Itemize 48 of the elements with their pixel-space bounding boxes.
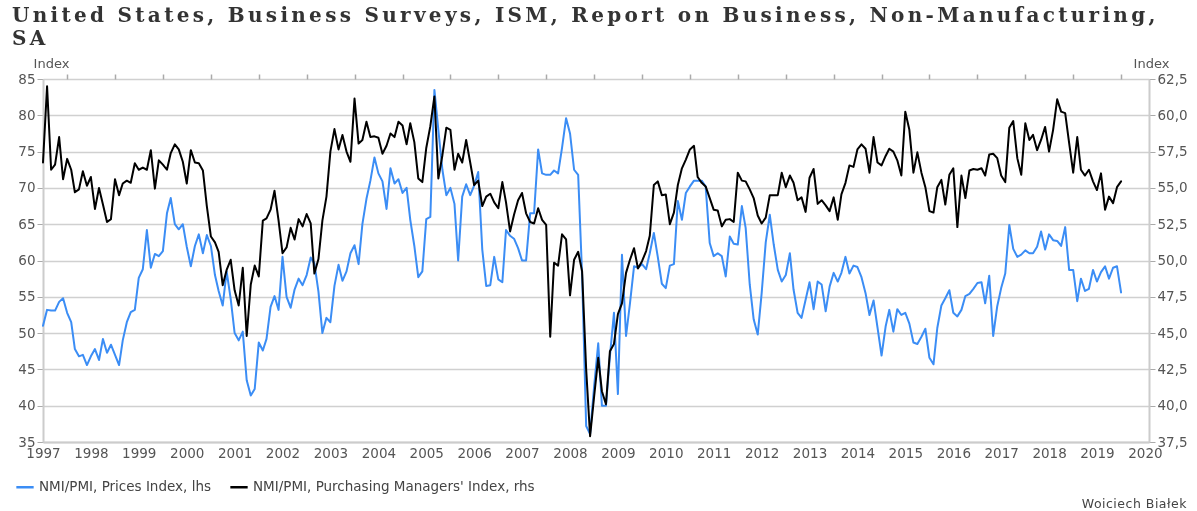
y2-tick-label: 62,5 — [1157, 70, 1188, 87]
y2-tick-label: 40,0 — [1157, 397, 1188, 414]
x-tick-label: 2000 — [170, 444, 205, 461]
x-tick-label: 2006 — [457, 444, 492, 461]
x-tick-label: 1998 — [74, 444, 109, 461]
y-tick-label: 60 — [18, 252, 36, 268]
x-tick-label: 2009 — [601, 444, 636, 461]
x-tick-label: 2002 — [265, 444, 301, 461]
legend-label: NMI/PMI, Prices Index, lhs — [39, 478, 211, 495]
x-tick-label: 2018 — [1032, 444, 1067, 461]
x-tick-label: 2017 — [984, 444, 1019, 461]
x-tick-label: 2005 — [409, 444, 444, 461]
y-tick-label: 85 — [18, 70, 36, 87]
y2-tick-label: 42,5 — [1157, 360, 1188, 377]
y-tick-label: 55 — [18, 288, 36, 305]
x-tick-label: 2012 — [744, 444, 780, 461]
y2-tick-label: 50,0 — [1157, 252, 1188, 268]
x-tick-label: 2008 — [553, 444, 588, 461]
y2-tick-label: 47,5 — [1157, 288, 1188, 305]
x-tick-label: 2011 — [696, 444, 732, 461]
x-tick-label: 1999 — [122, 444, 157, 461]
x-tick-label: 2001 — [217, 444, 253, 461]
y2-tick-label: 55,0 — [1157, 179, 1188, 196]
x-tick-label: 2007 — [505, 444, 540, 461]
y2-tick-label: 52,5 — [1157, 215, 1188, 232]
x-tick-label: 2003 — [313, 444, 349, 461]
x-tick-label: 2016 — [936, 444, 971, 461]
y-tick-label: 65 — [18, 215, 36, 232]
x-tick-label: 2013 — [792, 444, 828, 461]
y2-tick-label: 60,0 — [1157, 106, 1188, 123]
chart-title: United States, Business Surveys, ISM, Report on Business, Non-Manufacturing, SA — [11, 2, 1160, 50]
y-tick-label: 45 — [18, 360, 36, 377]
y2-tick-label: 45,0 — [1157, 324, 1188, 341]
y-axis-title: Index — [33, 55, 70, 71]
legend-label: NMI/PMI, Purchasing Managers' Index, rhs — [253, 478, 535, 495]
y-tick-label: 75 — [18, 143, 36, 160]
y2-axis-title: Index — [1133, 55, 1170, 71]
x-tick-label: 2019 — [1080, 444, 1115, 461]
y2-tick-label: 57,5 — [1157, 143, 1188, 160]
y-tick-label: 80 — [18, 106, 36, 123]
x-tick-label: 2010 — [649, 444, 684, 461]
y-tick-label: 40 — [18, 397, 36, 414]
x-tick-label: 2004 — [361, 444, 397, 461]
y-tick-label: 70 — [18, 179, 36, 196]
y-tick-label: 50 — [18, 324, 36, 341]
x-tick-label: 2015 — [888, 444, 923, 461]
text: Woiciech Białek — [1081, 496, 1187, 511]
x-tick-label: 2014 — [840, 444, 876, 461]
